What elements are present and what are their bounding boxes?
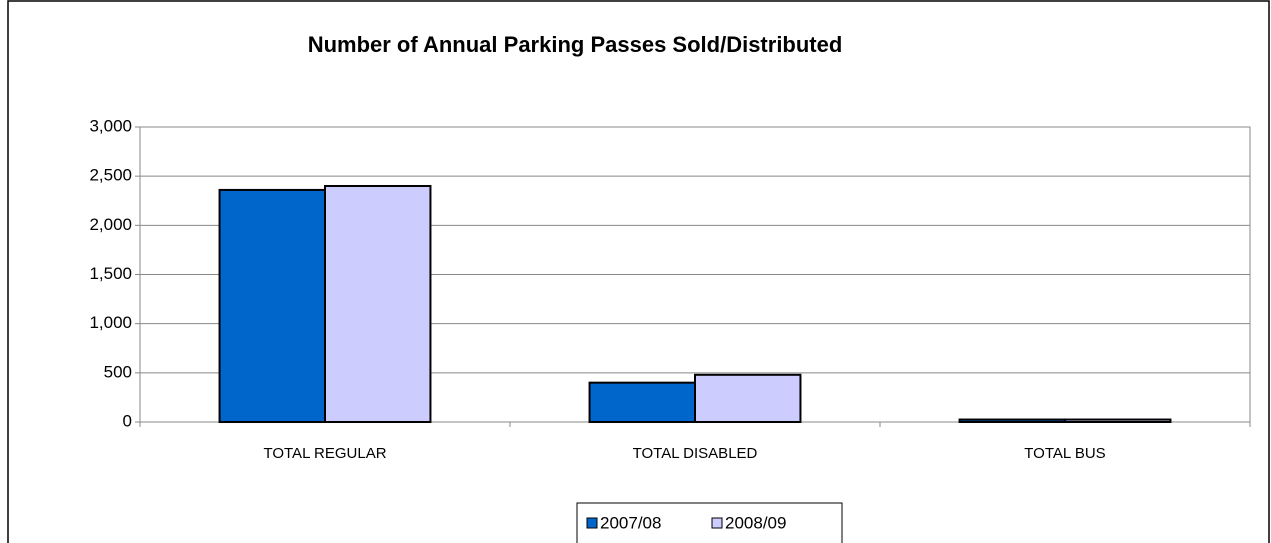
bar [218, 188, 326, 423]
y-tick-label: 1,000 [89, 313, 132, 332]
legend-box [576, 502, 843, 543]
legend-label: 2007/08 [600, 513, 661, 532]
y-tick-label: 2,000 [89, 215, 132, 234]
bar [588, 381, 696, 423]
y-tick-label: 0 [123, 411, 132, 430]
y-tick-label: 1,500 [89, 264, 132, 283]
x-tick-label: TOTAL DISABLED [633, 445, 758, 462]
x-tick-label: TOTAL BUS [1024, 445, 1105, 462]
x-tick-label: TOTAL REGULAR [263, 445, 386, 462]
bar [324, 185, 432, 423]
y-tick-label: 500 [104, 362, 132, 381]
legend-swatch [711, 517, 723, 529]
legend-label: 2008/09 [725, 513, 786, 532]
bar [958, 418, 1066, 423]
y-tick-label: 3,000 [89, 116, 132, 135]
chart-title: Number of Annual Parking Passes Sold/Dis… [308, 32, 843, 57]
bar [694, 373, 802, 423]
bar [1064, 418, 1172, 423]
y-tick-label: 2,500 [89, 166, 132, 185]
legend-swatch [586, 517, 598, 529]
